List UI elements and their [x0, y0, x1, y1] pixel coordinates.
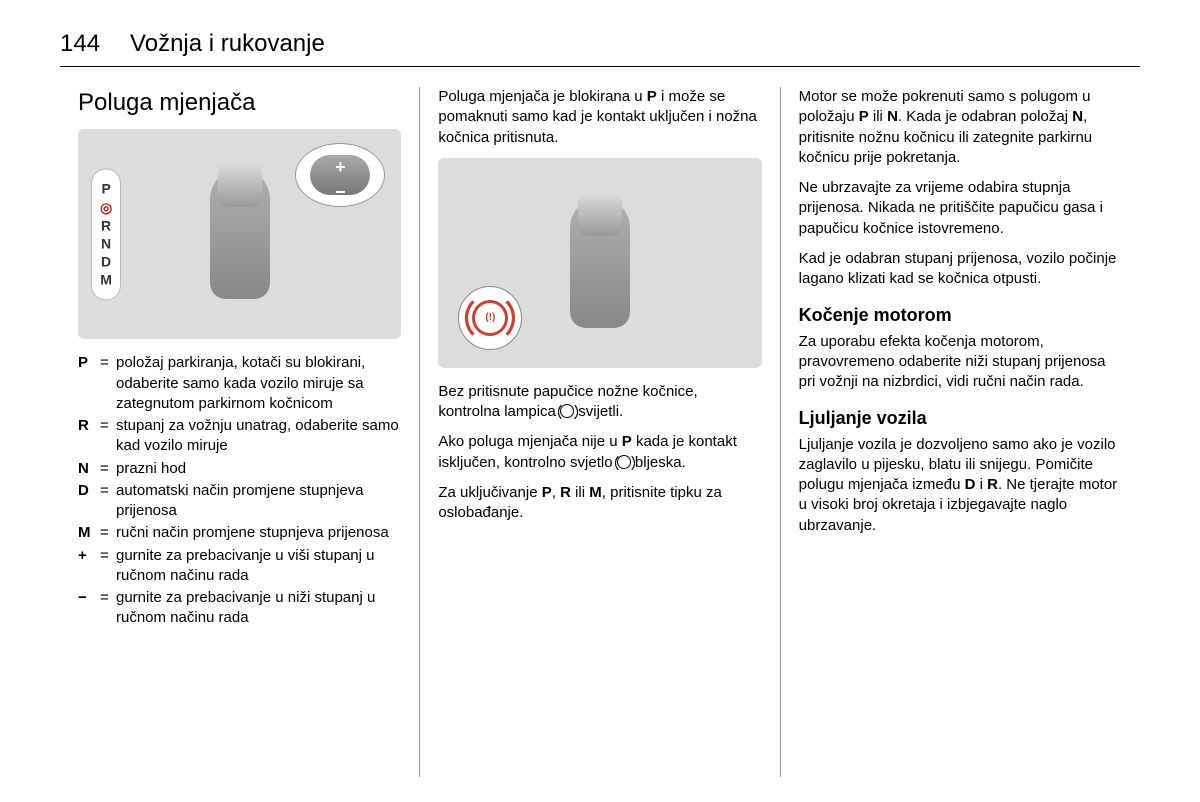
definition-equals: = [100, 416, 116, 457]
gear-lever-figure-1: P ◎ R N D M + − [78, 129, 401, 339]
bold-n: N [1072, 108, 1083, 125]
definition-equals: = [100, 523, 116, 543]
chapter-title: Vožnja i rukovanje [130, 30, 325, 58]
text: Poluga mjenjača je blokirana u [438, 88, 646, 105]
bold-p: P [622, 433, 632, 450]
definition-row: R=stupanj za vožnju unatrag, odaberite s… [78, 416, 401, 457]
col2-para-4: Za uključivanje P, R ili M, pritisnite t… [438, 483, 761, 524]
bold-r: R [560, 484, 571, 501]
gear-d: D [100, 253, 112, 271]
text: ili [869, 108, 887, 125]
bold-r: R [987, 476, 998, 493]
col3-para-4: Za uporabu efekta kočenja motorom, pravo… [799, 332, 1122, 393]
definition-value: prazni hod [116, 459, 401, 479]
definition-value: automatski način promjene stupnjeva prij… [116, 481, 401, 522]
col3-para-3: Kad je odabran stupanj prijenosa, vozilo… [799, 249, 1122, 290]
bold-m: M [589, 484, 602, 501]
definition-key: + [78, 546, 100, 587]
column-1: Poluga mjenjača P ◎ R N D M + − P=položa… [60, 87, 419, 777]
subheading-rocking: Ljuljanje vozila [799, 406, 1122, 430]
definition-value: stupanj za vožnju unatrag, odaberite sam… [116, 416, 401, 457]
definition-row: D=automatski način promjene stupnjeva pr… [78, 481, 401, 522]
col3-para-1: Motor se može pokrenuti samo s polugom u… [799, 87, 1122, 168]
brake-warning-inline-icon [560, 404, 574, 418]
gear-indicator-icon: ◎ [100, 198, 112, 216]
gear-lever-figure-2: (!) [438, 158, 761, 368]
definition-row: M=ručni način promjene stupnjeva prijeno… [78, 523, 401, 543]
gear-knob-icon [570, 198, 630, 328]
rocker-plus-minus-icon: + − [310, 155, 370, 195]
definition-value: ručni način promjene stupnjeva prijenosa [116, 523, 401, 543]
bold-d: D [965, 476, 976, 493]
definition-equals: = [100, 459, 116, 479]
definition-value: položaj parkiranja, kotači su blokirani,… [116, 353, 401, 414]
brake-warning-icon: (!) [472, 300, 508, 336]
gear-r: R [100, 216, 112, 234]
bold-n: N [887, 108, 898, 125]
bold-p: P [859, 108, 869, 125]
section-heading: Poluga mjenjača [78, 87, 401, 119]
text: Ako poluga mjenjača nije u [438, 433, 621, 450]
definition-equals: = [100, 353, 116, 414]
text: bljeska. [631, 454, 686, 471]
definition-equals: = [100, 588, 116, 629]
definition-equals: = [100, 546, 116, 587]
content-columns: Poluga mjenjača P ◎ R N D M + − P=položa… [60, 87, 1140, 777]
rocker-switch-callout: + − [295, 143, 385, 207]
gear-p: P [100, 180, 112, 198]
text: . Kada je odabran položaj [898, 108, 1072, 125]
definition-key: − [78, 588, 100, 629]
gear-definitions: P=položaj parkiranja, kotači su blokiran… [78, 353, 401, 628]
bold-p: P [542, 484, 552, 501]
col2-para-3: Ako poluga mjenjača nije u P kada je kon… [438, 432, 761, 473]
bold-p: P [647, 88, 657, 105]
column-3: Motor se može pokrenuti samo s polugom u… [780, 87, 1140, 777]
definition-key: P [78, 353, 100, 414]
col2-para-2: Bez pritisnute papučice nožne kočnice, k… [438, 382, 761, 423]
text: ili [571, 484, 589, 501]
column-2: Poluga mjenjača je blokirana u P i može … [419, 87, 779, 777]
gear-n: N [100, 234, 112, 252]
definition-key: N [78, 459, 100, 479]
definition-row: +=gurnite za prebacivanje u viši stupanj… [78, 546, 401, 587]
gear-knob-icon [210, 169, 270, 299]
text: , [552, 484, 560, 501]
plus-icon: + [335, 155, 346, 179]
page-number: 144 [60, 30, 100, 58]
col2-para-1: Poluga mjenjača je blokirana u P i može … [438, 87, 761, 148]
definition-row: P=položaj parkiranja, kotači su blokiran… [78, 353, 401, 414]
brake-lamp-callout: (!) [458, 286, 522, 350]
definition-key: M [78, 523, 100, 543]
definition-key: D [78, 481, 100, 522]
minus-icon: − [335, 180, 346, 204]
text: Za uključivanje [438, 484, 541, 501]
definition-equals: = [100, 481, 116, 522]
definition-row: N=prazni hod [78, 459, 401, 479]
brake-warning-inline-icon [617, 455, 631, 469]
definition-value: gurnite za prebacivanje u niži stupanj u… [116, 588, 401, 629]
subheading-engine-braking: Kočenje motorom [799, 303, 1122, 327]
gear-m: M [100, 271, 112, 289]
text: i [975, 476, 987, 493]
page-header: 144 Vožnja i rukovanje [60, 30, 1140, 67]
prndm-indicator: P ◎ R N D M [92, 170, 120, 299]
definition-key: R [78, 416, 100, 457]
definition-value: gurnite za prebacivanje u viši stupanj u… [116, 546, 401, 587]
definition-row: −=gurnite za prebacivanje u niži stupanj… [78, 588, 401, 629]
text: svijetli. [574, 403, 623, 420]
col3-para-5: Ljuljanje vozila je dozvoljeno samo ako … [799, 435, 1122, 536]
col3-para-2: Ne ubrzavajte za vrijeme odabira stupnja… [799, 178, 1122, 239]
